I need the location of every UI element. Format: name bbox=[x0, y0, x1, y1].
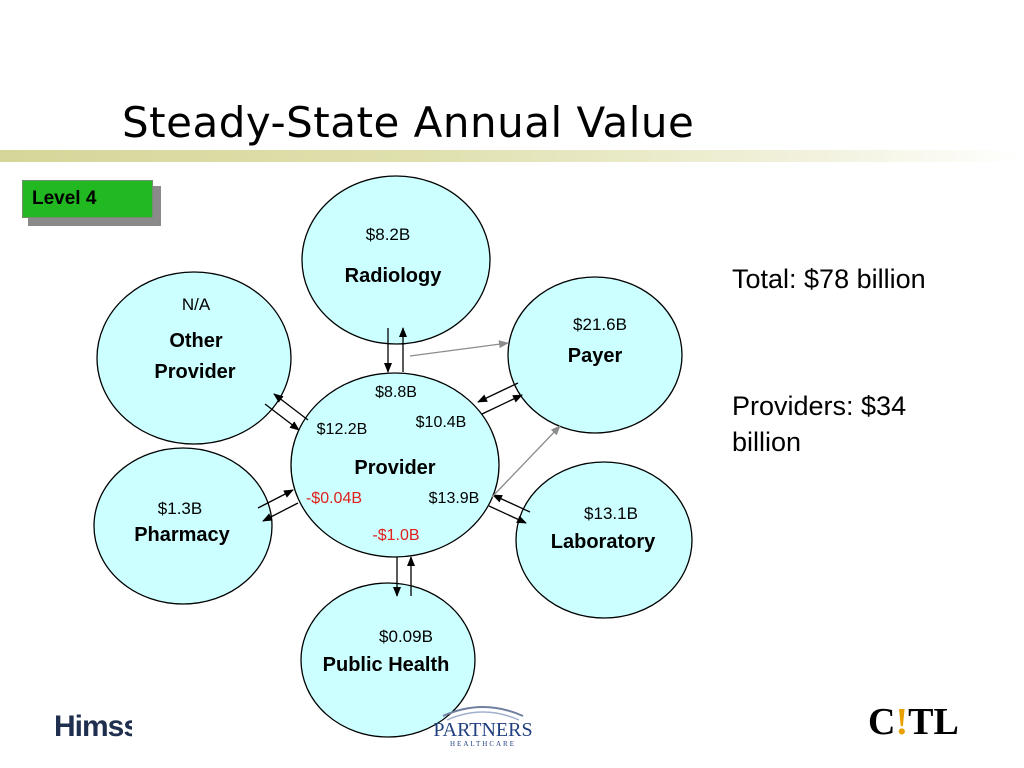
payer-node bbox=[507, 276, 683, 434]
providers-summary-line1: Providers: $34 bbox=[732, 391, 907, 421]
himss-logo: Himss bbox=[54, 710, 132, 743]
arrow-radiology-to-payer bbox=[409, 340, 509, 357]
provider-node bbox=[290, 372, 500, 558]
providers-summary-line2: billion bbox=[732, 427, 802, 457]
payer-value: $21.6B bbox=[573, 315, 627, 334]
laboratory-node bbox=[515, 461, 693, 619]
laboratory-value: $13.1B bbox=[584, 504, 638, 523]
other-provider-label-line1: Other bbox=[169, 330, 223, 352]
title-underline-bar bbox=[0, 150, 1024, 162]
pharmacy-value: $1.3B bbox=[158, 499, 202, 518]
arrow-provider-to-payer bbox=[481, 394, 523, 415]
arrow-provider-to-laboratory bbox=[488, 505, 527, 524]
arrow-provider-to-other-provider bbox=[273, 393, 309, 421]
laboratory-label: Laboratory bbox=[551, 531, 656, 553]
ctl-logo-bang: ! bbox=[895, 701, 909, 743]
ctl-logo: C!TL bbox=[868, 700, 959, 744]
arrow-provider-to-pharmacy bbox=[262, 502, 299, 522]
flow-payer-provider: $10.4B bbox=[416, 414, 467, 431]
arrow-payer-to-provider bbox=[477, 382, 519, 403]
other-provider-label-line2: Provider bbox=[154, 361, 235, 383]
pharmacy-label: Pharmacy bbox=[134, 524, 230, 546]
public-health-value: $0.09B bbox=[379, 627, 433, 646]
other-provider-value: N/A bbox=[182, 295, 211, 314]
pharmacy-node bbox=[93, 447, 273, 605]
total-summary: Total: $78 billion bbox=[732, 264, 926, 294]
ctl-logo-c: C bbox=[868, 701, 896, 743]
slide-title: Steady-State Annual Value bbox=[122, 98, 695, 147]
public-health-node bbox=[300, 582, 476, 738]
level-badge: Level 4 bbox=[22, 180, 153, 218]
partners-logo-text: PARTNERS bbox=[433, 719, 532, 741]
flow-other-provider-provider: $12.2B bbox=[317, 421, 368, 438]
flow-laboratory-provider: $13.9B bbox=[429, 490, 480, 507]
flow-radiology-provider: $8.8B bbox=[375, 384, 417, 401]
arrow-pharmacy-to-provider bbox=[257, 489, 294, 509]
radiology-label: Radiology bbox=[345, 265, 443, 287]
payer-label: Payer bbox=[568, 345, 623, 367]
arrow-laboratory-to-provider bbox=[492, 494, 531, 513]
partners-logo-subtext: HEALTHCARE bbox=[450, 740, 516, 748]
partners-logo: PARTNERS HEALTHCARE bbox=[433, 706, 533, 748]
public-health-label: Public Health bbox=[323, 654, 450, 676]
flow-public-health-provider: -$1.0B bbox=[372, 527, 419, 544]
other-provider-node bbox=[96, 271, 292, 445]
radiology-node bbox=[301, 175, 491, 345]
flow-pharmacy-provider: -$0.04B bbox=[306, 490, 362, 507]
radiology-value: $8.2B bbox=[366, 225, 410, 244]
himss-logo-text: Himss bbox=[54, 710, 132, 743]
provider-label: Provider bbox=[354, 457, 435, 479]
ctl-logo-tl: TL bbox=[908, 701, 959, 743]
arrow-laboratory-to-payer bbox=[491, 425, 561, 498]
arrow-other-provider-to-provider bbox=[264, 403, 300, 431]
